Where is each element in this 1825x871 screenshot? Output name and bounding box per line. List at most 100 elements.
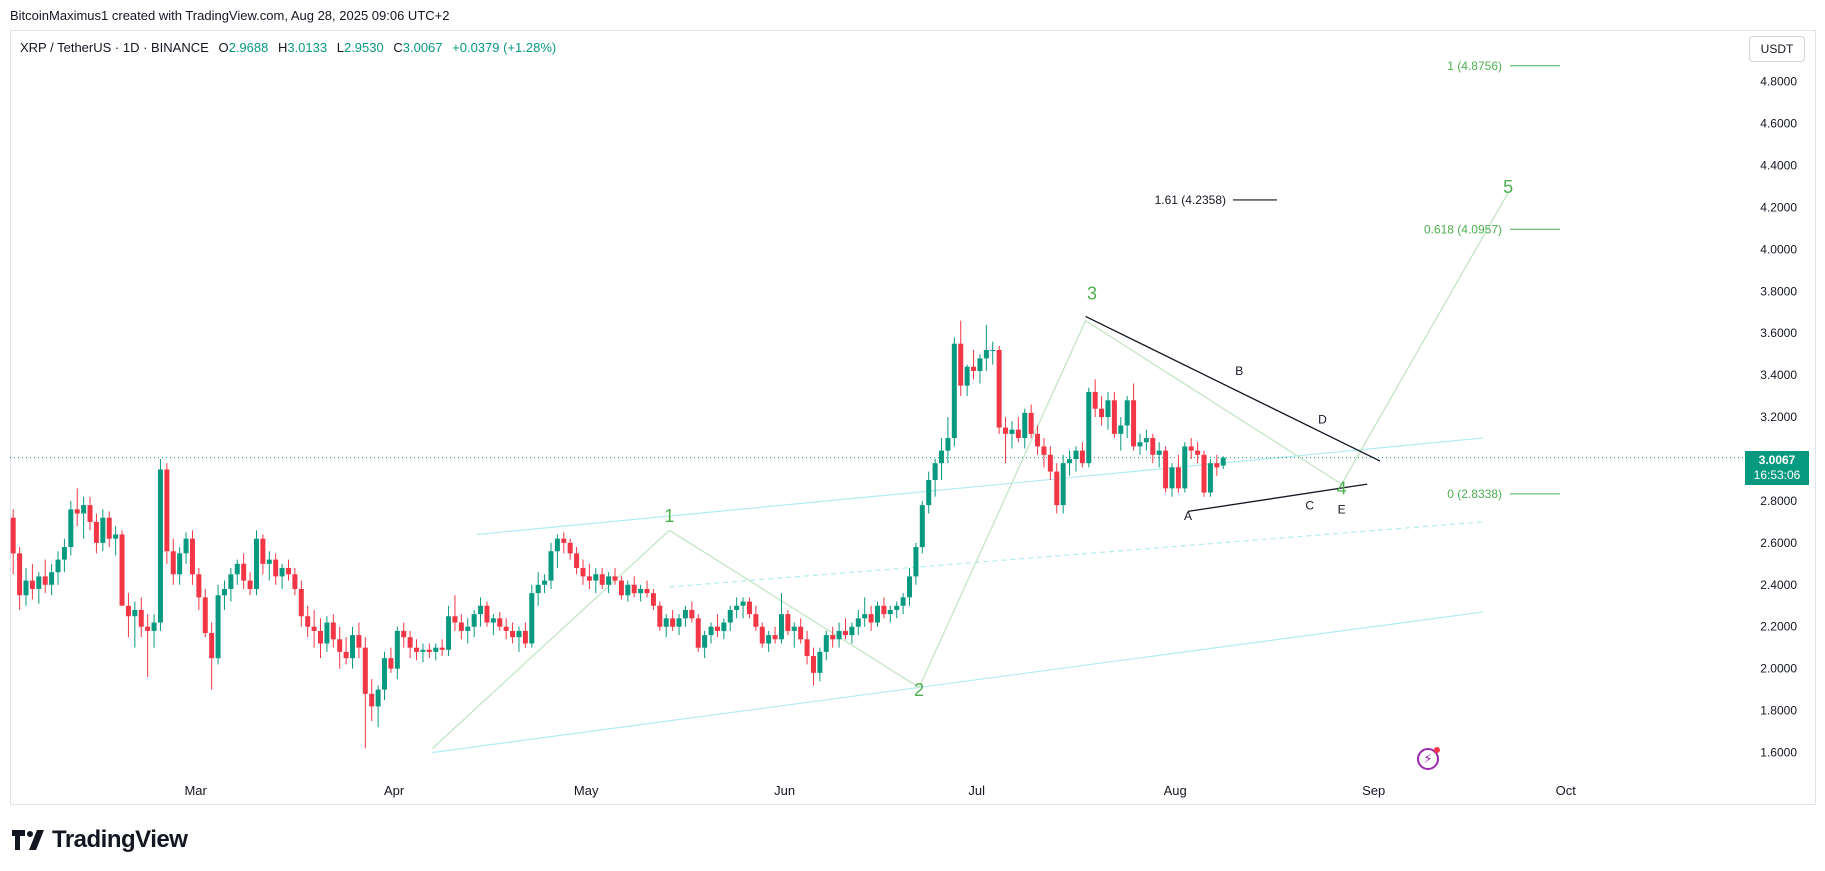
candle-body (298, 588, 304, 617)
candle-body (983, 349, 989, 359)
candle-body (657, 605, 663, 627)
x-tick-label: Jul (968, 783, 985, 798)
candle-body (1105, 400, 1111, 418)
candle-body (977, 358, 983, 371)
candle-body (202, 597, 208, 634)
candle-body (1099, 408, 1105, 418)
candle-body (414, 647, 420, 652)
candle-body (1131, 400, 1137, 447)
high-value: 3.0133 (287, 40, 328, 55)
y-tick-label: 2.0000 (1760, 662, 1797, 676)
candle-body (971, 366, 977, 371)
candle-body (132, 609, 138, 617)
candle-body (817, 651, 823, 673)
candle-body (810, 656, 816, 673)
candle-body (305, 616, 311, 627)
candle-body (650, 593, 656, 606)
candle-body (215, 595, 221, 659)
candle-body (804, 639, 810, 657)
candle-body (113, 534, 119, 539)
candle-body (1175, 467, 1181, 489)
x-tick-label: Sep (1362, 783, 1385, 798)
candle-body (10, 517, 16, 554)
candle-body (958, 343, 964, 386)
y-tick-label: 2.4000 (1760, 578, 1797, 592)
tradingview-logo: TradingView (12, 826, 188, 854)
candle-body (875, 605, 880, 623)
candle-body (49, 572, 55, 585)
candle-body (900, 597, 906, 606)
currency-button[interactable]: USDT (1749, 36, 1805, 62)
symbol-name[interactable]: XRP / TetherUS · 1D · BINANCE (20, 40, 209, 55)
candle-body (586, 576, 592, 581)
candle-body (702, 635, 708, 648)
candle-body (311, 626, 317, 631)
candle-body (228, 574, 234, 589)
candle-body (241, 563, 247, 581)
candle-body (183, 538, 189, 554)
candle-body (868, 614, 874, 623)
candle-body (362, 647, 368, 694)
candle-body (465, 626, 471, 631)
candle-body (279, 568, 285, 577)
candle-body (849, 626, 855, 636)
candle-body (734, 605, 740, 610)
candle-body (318, 630, 324, 644)
candle-body (151, 622, 157, 631)
candle-body (907, 576, 913, 598)
close-label: C (393, 40, 403, 55)
high-label: H (277, 40, 288, 55)
candle-body (337, 639, 343, 652)
candle-body (1047, 454, 1053, 472)
candle-body (157, 469, 163, 623)
candle-body (644, 588, 650, 594)
candle-body (1137, 442, 1143, 447)
candle-body (548, 551, 554, 581)
candle-body (145, 626, 151, 631)
y-tick-label: 2.6000 (1760, 536, 1797, 550)
candle-body (1060, 463, 1066, 506)
candle-body (81, 505, 87, 514)
extension-level-label: 1.61 (4.2358) (1155, 193, 1226, 207)
candle-body (401, 630, 407, 638)
triangle-lower-line (1187, 483, 1368, 513)
candle-body (740, 601, 746, 606)
close-value: 3.0067 (402, 40, 443, 55)
elliott-wave-path (432, 192, 1509, 749)
candle-body (369, 693, 375, 707)
x-tick-label: Apr (384, 783, 405, 798)
candle-body (554, 538, 560, 552)
candle-body (919, 505, 925, 548)
y-tick-label: 1.6000 (1760, 746, 1797, 760)
candle-body (766, 635, 772, 644)
candle-body (324, 622, 330, 644)
candle-body (68, 509, 74, 548)
candle-body (394, 630, 400, 669)
candle-body (100, 517, 106, 543)
triangle-label-D: D (1318, 412, 1327, 426)
candle-body (1086, 391, 1092, 464)
candle-body (234, 563, 240, 575)
candle-body (1028, 412, 1034, 434)
candle-body (196, 574, 202, 598)
lightning-icon[interactable]: ⚡ (1417, 747, 1440, 770)
open-value: 2.9688 (228, 40, 269, 55)
candle-body (170, 551, 176, 575)
candle-body (625, 584, 631, 596)
candle-body (708, 626, 714, 636)
candle-body (273, 559, 279, 577)
candle-body (1003, 427, 1009, 434)
candle-body (593, 574, 599, 581)
y-tick-label: 3.6000 (1760, 326, 1797, 340)
candle-body (106, 517, 112, 539)
candle-body (1079, 450, 1085, 464)
candle-body (1054, 471, 1060, 506)
candle-body (1195, 450, 1201, 455)
candle-body (778, 614, 784, 640)
candle-body (785, 614, 791, 631)
wave-label-2: 2 (914, 680, 924, 700)
y-tick-label: 4.2000 (1760, 200, 1797, 214)
candle-body (356, 635, 362, 648)
candle-body (253, 538, 259, 589)
